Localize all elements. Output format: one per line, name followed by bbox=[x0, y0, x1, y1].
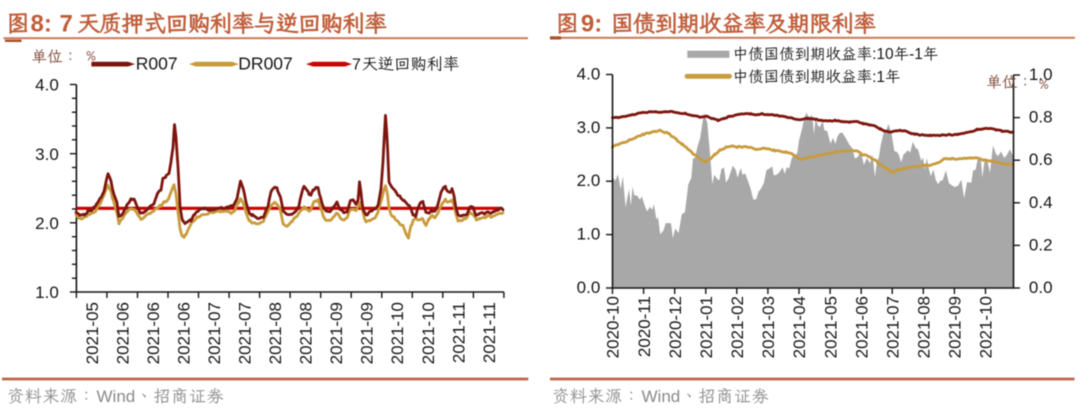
svg-text::1: :1 bbox=[872, 69, 885, 86]
svg-text:0.0: 0.0 bbox=[577, 278, 601, 297]
svg-text:2021-08: 2021-08 bbox=[297, 302, 316, 364]
svg-text:2.0: 2.0 bbox=[35, 214, 59, 233]
svg-text:2021-06: 2021-06 bbox=[113, 302, 132, 364]
svg-text:2021-08: 2021-08 bbox=[266, 302, 285, 364]
svg-text:2020-12: 2020-12 bbox=[666, 296, 685, 358]
svg-text:Wind: Wind bbox=[642, 387, 681, 406]
svg-text:2021-03: 2021-03 bbox=[759, 296, 778, 358]
svg-text:1.0: 1.0 bbox=[577, 225, 601, 244]
svg-text:2021-05: 2021-05 bbox=[821, 296, 840, 358]
svg-text:2021-10: 2021-10 bbox=[388, 302, 407, 364]
svg-text:2021-05: 2021-05 bbox=[83, 302, 102, 364]
svg-text:1.0: 1.0 bbox=[1029, 65, 1053, 84]
svg-text:2021-06: 2021-06 bbox=[175, 302, 194, 364]
svg-text:7: 7 bbox=[60, 10, 73, 37]
svg-text:2021-04: 2021-04 bbox=[790, 296, 809, 358]
svg-text:R007: R007 bbox=[136, 53, 178, 73]
svg-text:7: 7 bbox=[352, 56, 361, 73]
svg-text:2020-11: 2020-11 bbox=[635, 296, 654, 357]
svg-text:2.0: 2.0 bbox=[577, 171, 601, 190]
svg-text:2021-07: 2021-07 bbox=[884, 296, 903, 358]
svg-text:2021-01: 2021-01 bbox=[697, 296, 716, 358]
svg-text:2021-07: 2021-07 bbox=[236, 302, 255, 364]
svg-text:3.0: 3.0 bbox=[577, 118, 601, 137]
svg-text:2021-06: 2021-06 bbox=[144, 302, 163, 364]
svg-text:DR007: DR007 bbox=[238, 53, 292, 73]
svg-text:9:: 9: bbox=[581, 10, 602, 37]
svg-text:4.0: 4.0 bbox=[577, 65, 601, 84]
svg-text:2021-09: 2021-09 bbox=[327, 302, 346, 364]
svg-text:2021-11: 2021-11 bbox=[480, 302, 499, 363]
svg-text:0.4: 0.4 bbox=[1029, 193, 1053, 212]
svg-text:2021-09: 2021-09 bbox=[358, 302, 377, 364]
svg-text:0.0: 0.0 bbox=[1029, 278, 1053, 297]
svg-text:0.2: 0.2 bbox=[1029, 235, 1053, 254]
svg-text:1.0: 1.0 bbox=[35, 283, 59, 302]
svg-text:2021-07: 2021-07 bbox=[205, 302, 224, 364]
svg-text:2021-09: 2021-09 bbox=[946, 296, 965, 358]
svg-text:0.6: 0.6 bbox=[1029, 150, 1053, 169]
svg-text:2021-06: 2021-06 bbox=[852, 296, 871, 358]
svg-text:2021-10: 2021-10 bbox=[977, 296, 996, 358]
svg-text:2021-08: 2021-08 bbox=[915, 296, 934, 358]
svg-text:2020-10: 2020-10 bbox=[604, 296, 623, 358]
svg-text:3.0: 3.0 bbox=[35, 145, 59, 164]
svg-text:2021-10: 2021-10 bbox=[419, 302, 438, 364]
svg-text::10: :10 bbox=[872, 46, 894, 63]
svg-text:Wind: Wind bbox=[97, 387, 136, 406]
svg-text:2021-11: 2021-11 bbox=[449, 302, 468, 363]
svg-text:4.0: 4.0 bbox=[35, 76, 59, 95]
svg-text:0.8: 0.8 bbox=[1029, 108, 1053, 127]
svg-text:8:: 8: bbox=[31, 10, 52, 37]
svg-text:2021-02: 2021-02 bbox=[728, 296, 747, 358]
svg-text:-1: -1 bbox=[909, 46, 923, 63]
